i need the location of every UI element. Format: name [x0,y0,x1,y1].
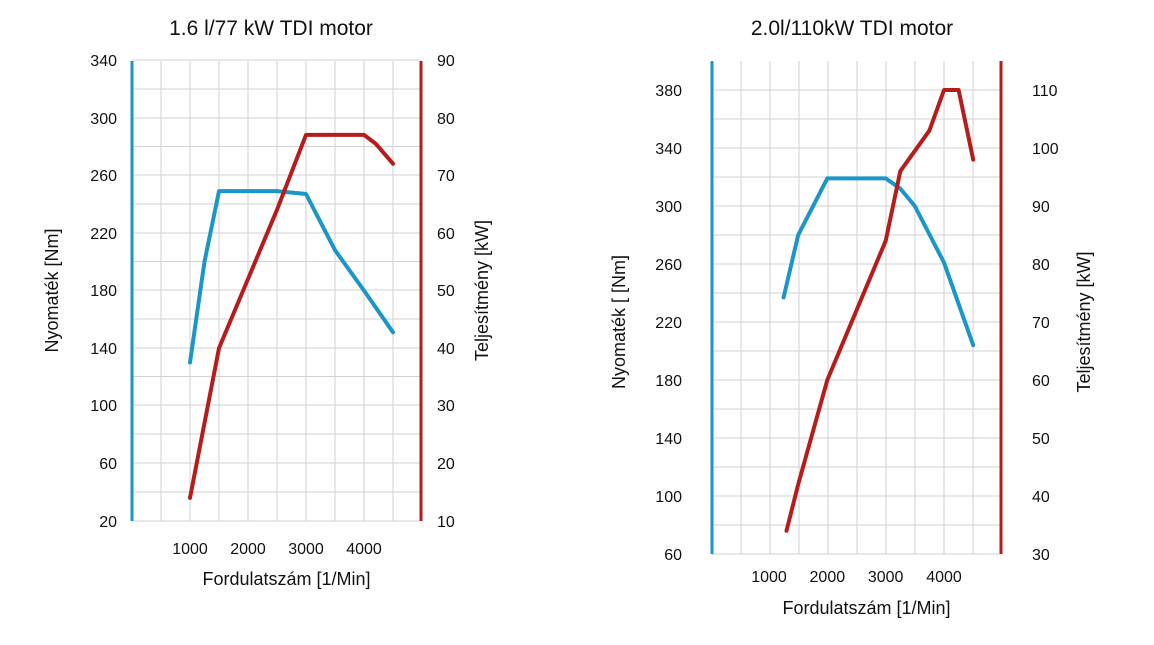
x-tick-label: 3000 [288,541,324,558]
left-y-tick-label: 220 [655,315,682,332]
torque-series-line [781,176,976,348]
left-y-tick-label: 260 [90,168,117,185]
right-y-tick-label: 30 [437,398,455,415]
left-y-tick-label: 60 [664,547,682,564]
x-tick-label: 1000 [172,541,208,558]
x-tick-label: 1000 [751,569,787,586]
chart-2: 2.0l/110kW TDI motor 60 100 140 180 220 260 300… [609,17,1094,618]
x-axis-label: Fordulatszám [1/Min] [202,569,370,589]
right-y-tick-label: 40 [1032,489,1050,506]
chart-title: 1.6 l/77 kW TDI motor [169,17,373,40]
right-y-tick-label: 20 [437,456,455,473]
right-y-tick-label: 80 [437,111,455,128]
right-y-tick-label: 60 [1032,373,1050,390]
right-y-tick-label: 50 [437,283,455,300]
left-y-tick-label: 300 [90,111,117,128]
chart-1: 1.6 l/77 kW TDI motor 20 60 100 140 180 220 260… [42,17,492,589]
x-tick-label: 2000 [230,541,266,558]
x-axis-label: Fordulatszám [1/Min] [782,598,950,618]
left-y-tick-label: 340 [90,53,117,70]
left-y-axis-label: Nyomaték [Nm] [42,228,62,352]
power-series-line [784,88,976,533]
x-tick-label: 3000 [868,569,904,586]
left-y-tick-label: 20 [99,514,117,531]
left-y-tick-label: 260 [655,257,682,274]
power-series-line [188,132,395,500]
right-y-tick-label: 50 [1032,431,1050,448]
right-y-tick-label: 100 [1032,141,1059,158]
x-tick-label: 4000 [346,541,382,558]
right-y-tick-label: 30 [1032,547,1050,564]
right-y-axis-label: Teljesítmény [kW] [472,220,492,361]
right-y-tick-label: 90 [437,53,455,70]
left-y-tick-label: 340 [655,141,682,158]
left-y-tick-label: 100 [655,489,682,506]
left-y-tick-label: 180 [655,373,682,390]
right-y-tick-label: 80 [1032,257,1050,274]
left-y-tick-label: 180 [90,283,117,300]
left-y-tick-label: 60 [99,456,117,473]
x-tick-label: 4000 [926,569,962,586]
x-tick-label: 2000 [810,569,846,586]
torque-series-line [188,189,395,365]
left-y-tick-label: 100 [90,398,117,415]
left-y-axis-label: Nyomaték [ [Nm] [609,255,629,389]
right-y-tick-label: 60 [437,226,455,243]
right-y-tick-label: 70 [1032,315,1050,332]
right-y-axis-label: Teljesítmény [kW] [1074,251,1094,392]
right-y-tick-label: 70 [437,168,455,185]
left-y-tick-label: 380 [655,83,682,100]
right-y-tick-label: 110 [1032,83,1058,100]
right-y-tick-label: 10 [437,514,455,531]
right-y-tick-label: 90 [1032,199,1050,216]
chart-title: 2.0l/110kW TDI motor [751,17,953,40]
left-y-tick-label: 140 [655,431,682,448]
left-y-tick-label: 300 [655,199,682,216]
left-y-tick-label: 220 [90,226,117,243]
right-y-tick-label: 40 [437,341,455,358]
left-y-tick-label: 140 [90,341,117,358]
